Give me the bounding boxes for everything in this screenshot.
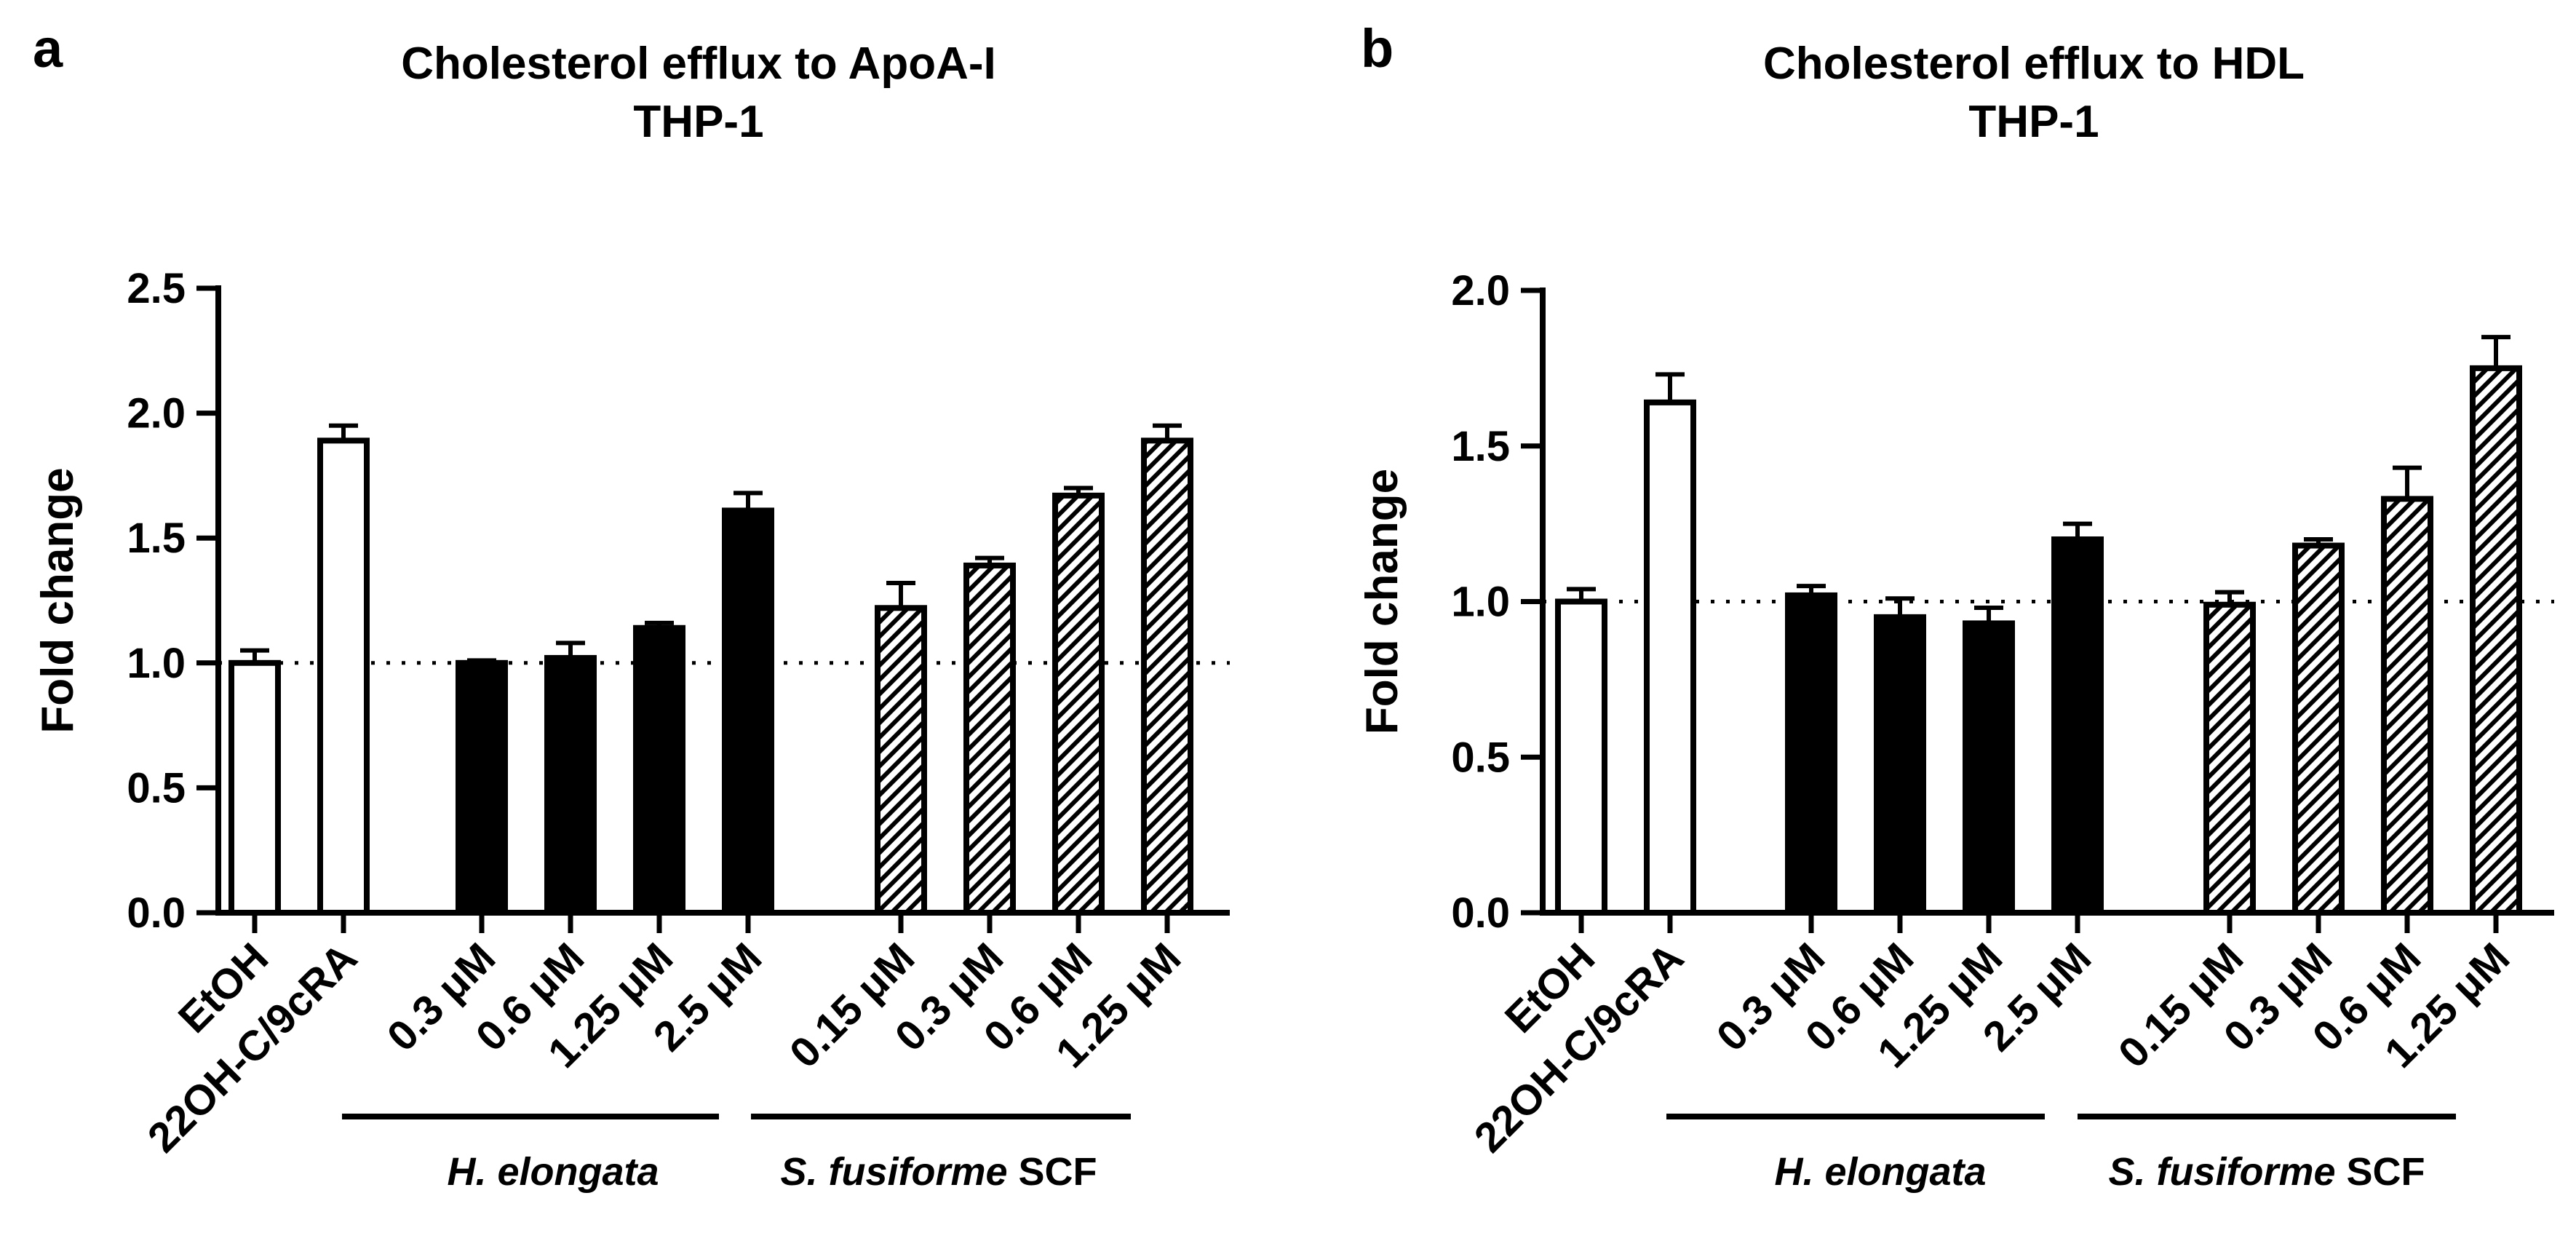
bar <box>963 562 1016 916</box>
bar <box>1555 598 1607 916</box>
bar <box>2203 601 2256 916</box>
y-tick-label: 2.0 <box>1451 267 1510 314</box>
chart-panel-b: b Cholesterol efflux to HDL THP-1 0.0 0.5 1.0… <box>1357 18 2554 1194</box>
bar <box>722 507 774 916</box>
bar <box>544 654 597 916</box>
bar <box>1785 592 1837 916</box>
y-tick-label: 0.5 <box>1451 734 1510 781</box>
group-label: H. elongata <box>447 1150 659 1194</box>
chart-panel-a: a Cholesterol efflux to ApoA-I THP-1 0.0 0.5… <box>33 18 1230 1194</box>
group-label-suffix: SCF <box>1008 1150 1097 1194</box>
y-tick-label: 1.5 <box>1451 423 1510 470</box>
group-label-italic: H. elongata <box>1774 1150 1986 1194</box>
group-label-italic: S. fusiforme <box>780 1150 1007 1194</box>
group-label: S. fusiforme SCF <box>780 1150 1097 1194</box>
bar <box>1141 437 1193 916</box>
y-tick-label: 0.0 <box>1451 889 1510 937</box>
chart-title-line: THP-1 <box>633 97 763 147</box>
group-label: H. elongata <box>1774 1150 1986 1194</box>
bar <box>228 659 281 916</box>
y-tick-label: 0.5 <box>127 764 186 812</box>
y-axis-label: Fold change <box>33 467 83 733</box>
bar <box>2051 536 2104 916</box>
bar <box>2381 496 2433 916</box>
bar <box>2470 365 2522 916</box>
chart-title-line: THP-1 <box>1968 97 2099 147</box>
chart-title-line: Cholesterol efflux to HDL <box>1763 39 2305 89</box>
x-tick-label: 0.15 μM <box>2110 934 2252 1077</box>
y-tick-label: 1.0 <box>127 640 186 687</box>
bar <box>1644 399 1696 916</box>
bar <box>1052 492 1105 916</box>
panel-label: a <box>33 18 63 79</box>
bar <box>2292 542 2345 916</box>
y-axis-label: Fold change <box>1357 469 1407 734</box>
group-label: S. fusiforme SCF <box>2108 1150 2425 1194</box>
y-tick-label: 2.5 <box>127 265 186 312</box>
y-tick-label: 1.5 <box>127 515 186 562</box>
y-tick-label: 1.0 <box>1451 579 1510 626</box>
group-label-suffix: SCF <box>2336 1150 2425 1194</box>
bar <box>1874 614 1926 916</box>
bar <box>456 659 508 916</box>
chart-title-line: Cholesterol efflux to ApoA-I <box>401 39 995 89</box>
bar <box>633 625 685 916</box>
panel-label: b <box>1361 18 1394 79</box>
y-tick-label: 2.0 <box>127 390 186 437</box>
group-label-italic: H. elongata <box>447 1150 659 1194</box>
y-tick-label: 0.0 <box>127 889 186 937</box>
x-tick-label: 0.15 μM <box>781 934 923 1077</box>
group-label-italic: S. fusiforme <box>2108 1150 2335 1194</box>
bar <box>875 605 927 916</box>
bar <box>1963 620 2015 916</box>
bar <box>317 437 370 916</box>
